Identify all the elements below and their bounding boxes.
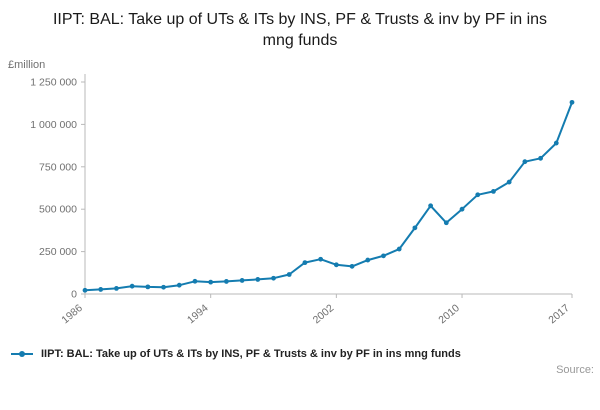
y-tick-label: 0 [71,288,77,300]
line-chart: £million 0 250 000 500 000 750 000 1 000 000 1… [8,59,575,326]
data-point [506,179,512,185]
y-tick-label: 750 000 [39,161,77,173]
data-point [381,253,386,258]
data-point [176,282,182,288]
data-point [223,278,229,284]
chart-title: IIPT: BAL: Take up of UTs & ITs by INS, … [52,11,548,49]
data-point [396,246,402,252]
y-tick-label: 1 250 000 [30,76,77,88]
data-point [286,271,292,277]
y-tick-label: 500 000 [39,203,77,215]
y-tick-label: 1 000 000 [30,118,77,130]
data-point [302,259,308,265]
data-point [82,287,88,293]
data-point [538,155,543,161]
source-label: Source: [556,363,594,376]
data-point [318,256,324,262]
x-tick-label: 2002 [311,302,337,326]
data-point [412,225,418,230]
data-point [239,277,245,283]
data-point [333,262,339,267]
data-point [129,283,135,289]
data-point [161,284,166,290]
legend: IIPT: BAL: Take up of UTs & ITs by INS, … [0,348,600,360]
data-point [459,206,465,212]
x-tick-label: 1994 [185,302,211,326]
data-point [98,286,104,292]
legend-line-marker-icon [11,350,33,357]
data-line [84,100,573,291]
data-point [443,219,449,225]
legend-label: IIPT: BAL: Take up of UTs & ITs by INS, … [41,347,461,360]
data-point [208,279,214,285]
x-tick-label: 2017 [546,302,572,326]
data-point [114,285,119,291]
data-point [365,257,371,263]
data-point [569,99,575,105]
data-point [475,191,481,197]
y-axis-unit-label: £million [8,59,45,71]
data-point [428,203,434,208]
data-point [491,188,496,194]
x-tick-label: 2010 [436,302,462,326]
y-tick-label: 250 000 [39,246,77,258]
x-tick-label: 1986 [59,302,85,326]
data-point [145,284,151,289]
chart-card: IIPT: BAL: Take up of UTs & ITs by INS, … [0,10,600,376]
data-point [255,276,261,282]
data-point [553,140,559,146]
data-point [192,278,198,284]
data-point [271,275,276,281]
data-point [349,263,355,269]
data-point [522,158,528,164]
